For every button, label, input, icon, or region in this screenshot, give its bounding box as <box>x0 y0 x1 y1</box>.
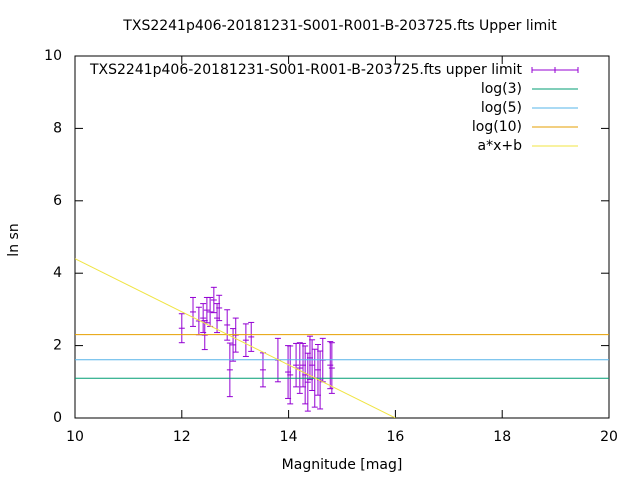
legend-label: TXS2241p406-20181231-S001-R001-B-203725.… <box>89 62 523 78</box>
error-point <box>207 296 214 327</box>
error-point <box>242 323 249 357</box>
error-point <box>293 342 300 388</box>
y-axis-label: ln sn <box>6 223 22 256</box>
y-tick-label: 4 <box>53 265 62 281</box>
line <box>75 258 396 418</box>
legend-label: log(10) <box>472 119 522 135</box>
y-tick-label: 0 <box>53 410 62 426</box>
error-point <box>259 352 266 388</box>
error-point <box>190 296 197 327</box>
error-point <box>226 342 233 398</box>
error-point <box>203 296 210 324</box>
legend-label: log(3) <box>481 81 522 97</box>
error-point <box>304 352 311 412</box>
error-point <box>328 342 335 394</box>
error-point <box>309 339 316 391</box>
x-tick-label: 16 <box>386 429 404 445</box>
legend-label: a*x+b <box>478 138 523 154</box>
x-tick-label: 10 <box>66 429 84 445</box>
x-tick-label: 12 <box>173 429 191 445</box>
plot-border <box>74 55 610 419</box>
x-tick-label: 18 <box>493 429 511 445</box>
error-point <box>302 345 309 405</box>
x-tick-label: 20 <box>600 429 618 445</box>
y-tick-label: 10 <box>44 48 62 64</box>
x-tick-label: 14 <box>280 429 298 445</box>
error-point <box>296 342 303 394</box>
error-point <box>178 313 185 344</box>
legend-label: log(5) <box>481 100 522 116</box>
chart-title: TXS2241p406-20181231-S001-R001-B-203725.… <box>122 18 557 34</box>
y-tick-label: 2 <box>53 338 62 354</box>
error-point <box>287 345 294 405</box>
error-point <box>230 328 237 362</box>
y-tick-label: 8 <box>53 120 62 136</box>
error-point <box>210 286 217 314</box>
y-tick-label: 6 <box>53 193 62 209</box>
plot-area <box>75 258 609 418</box>
error-point <box>216 294 223 322</box>
x-axis-label: Magnitude [mag] <box>282 457 403 473</box>
